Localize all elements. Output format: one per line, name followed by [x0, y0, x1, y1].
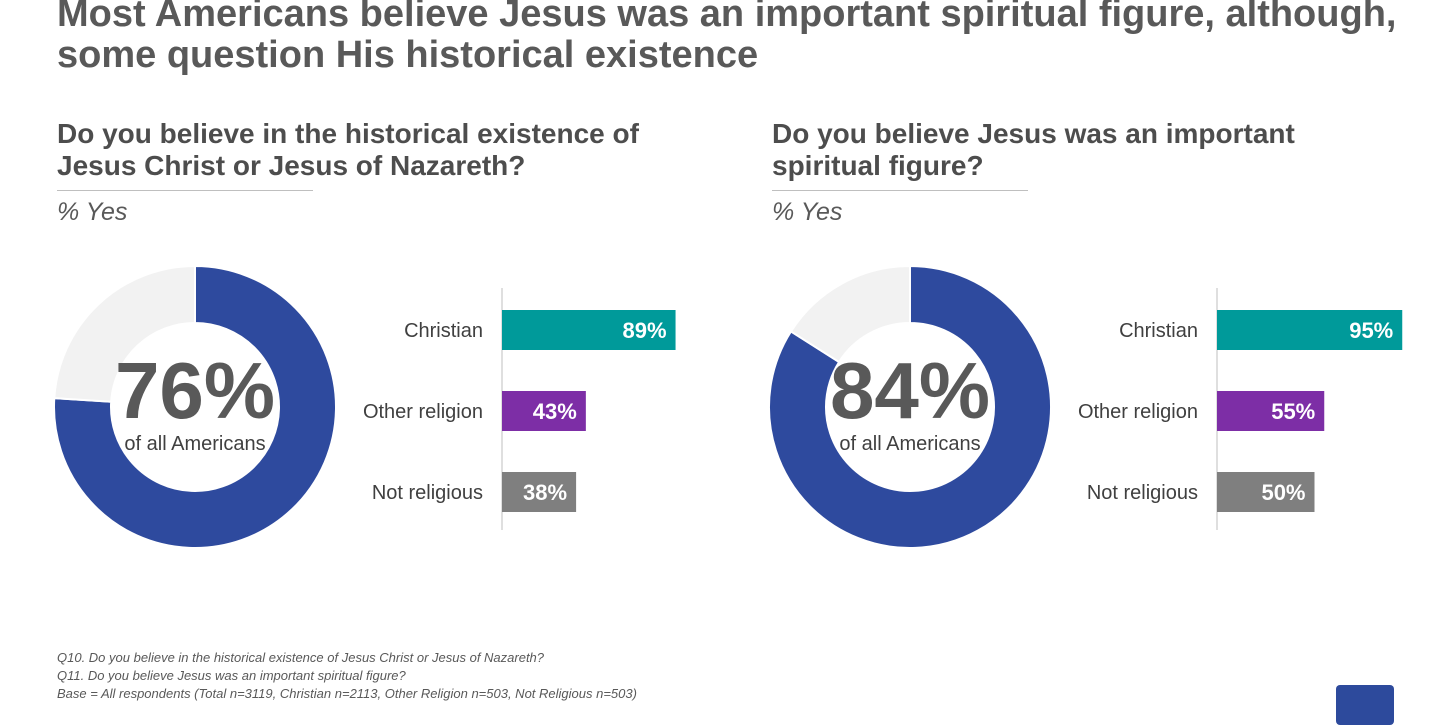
- footnote-base: Base = All respondents (Total n=3119, Ch…: [57, 686, 637, 701]
- overall-percentage: 76%: [114, 346, 276, 435]
- category-label-other-religion: Other religion: [1078, 401, 1198, 423]
- data-label-not-religious: 38%: [523, 480, 567, 505]
- bar-other-religion: [502, 391, 586, 431]
- data-label-christian: 95%: [1349, 318, 1393, 343]
- bar-christian: [1217, 310, 1403, 350]
- donut-slice-other: [54, 266, 196, 403]
- company-logo-icon: [1336, 685, 1394, 725]
- panel-subtitle: % Yes: [772, 198, 843, 226]
- overall-percentage: 84%: [829, 346, 991, 435]
- donut-chart-historical: [54, 266, 336, 548]
- data-label-christian: 89%: [623, 318, 667, 343]
- panel-question: Do you believe in the historical existen…: [57, 118, 639, 181]
- footnote-q11: Q11. Do you believe Jesus was an importa…: [57, 668, 406, 683]
- panel-historical-existence: Do you believe in the historical existen…: [54, 118, 697, 558]
- category-label-other-religion: Other religion: [363, 401, 483, 423]
- category-label-christian: Christian: [1119, 320, 1198, 342]
- data-label-other-religion: 55%: [1271, 399, 1315, 424]
- category-label-not-religious: Not religious: [372, 482, 483, 504]
- donut-slice-other: [789, 266, 911, 364]
- bar-christian: [502, 310, 676, 350]
- question-underline: [57, 190, 313, 191]
- category-label-not-religious: Not religious: [1087, 482, 1198, 504]
- bar-other-religion: [1217, 391, 1325, 431]
- donut-chart-spiritual: [769, 266, 1051, 548]
- bar-not-religious: [1217, 472, 1315, 512]
- category-label-christian: Christian: [404, 320, 483, 342]
- donut-slice-yes: [769, 266, 1051, 548]
- panel-subtitle: % Yes: [57, 198, 128, 226]
- data-label-other-religion: 43%: [533, 399, 577, 424]
- bar-chart-historical: Christian 89% Other religion 43% Not religio…: [347, 288, 697, 532]
- bar-chart-spiritual: Christian 95% Other religion 55% Not religio…: [1062, 288, 1412, 532]
- question-underline: [772, 190, 1028, 191]
- panel-question: Do you believe Jesus was an important sp…: [772, 118, 1295, 181]
- overall-caption: of all Americans: [124, 433, 266, 455]
- overall-caption: of all Americans: [839, 433, 981, 455]
- footnote-q10: Q10. Do you believe in the historical ex…: [57, 650, 545, 665]
- page-title: Most Americans believe Jesus was an impo…: [57, 0, 1397, 76]
- footnotes: Q10. Do you believe in the historical ex…: [57, 649, 637, 703]
- data-label-not-religious: 50%: [1261, 480, 1305, 505]
- bar-not-religious: [502, 472, 577, 512]
- panel-spiritual-figure: Do you believe Jesus was an important sp…: [769, 118, 1412, 558]
- donut-slice-yes: [54, 266, 336, 548]
